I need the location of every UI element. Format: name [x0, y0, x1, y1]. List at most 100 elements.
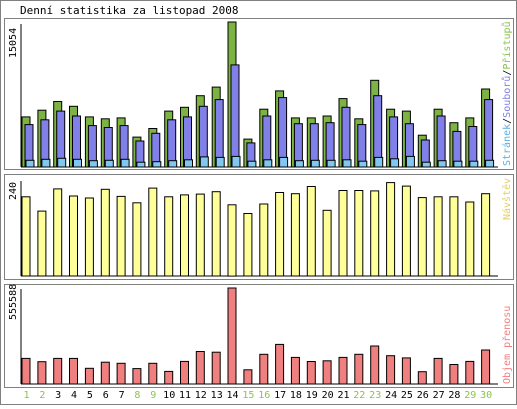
x-label-day-18: 18 [290, 390, 302, 401]
x-label-day-24: 24 [385, 390, 397, 401]
visits-bar-day-26 [417, 197, 427, 277]
pages-bar-day-23 [374, 156, 384, 168]
legend-pages: Stránek [501, 124, 513, 166]
legend-files: Souborů [501, 76, 513, 118]
visits-bar-day-20 [322, 209, 332, 277]
x-label-day-29: 29 [464, 390, 476, 401]
pages-bar-day-24 [390, 158, 400, 168]
pages-bar-day-10 [168, 160, 178, 168]
visits-bar-day-25 [401, 185, 411, 277]
visits-bar-day-4 [69, 195, 78, 277]
x-label-day-8: 8 [134, 390, 140, 401]
x-label-day-6: 6 [103, 390, 109, 401]
kbytes-legend: Objem přenosu [501, 306, 513, 384]
kbytes-bar-day-11 [180, 360, 189, 385]
pages-bar-day-25 [405, 155, 415, 168]
pages-bar-day-15 [247, 160, 257, 168]
pages-bar-day-13 [215, 156, 225, 168]
pages-bar-day-3 [57, 157, 67, 168]
pages-bar-day-1 [25, 159, 35, 168]
files-bar-day-21 [341, 106, 351, 168]
visits-bar-day-24 [386, 182, 396, 277]
visits-bar-day-12 [195, 193, 205, 277]
visits-bar-day-6 [100, 188, 110, 277]
visits-bar-day-9 [148, 187, 158, 277]
files-bar-day-10 [167, 119, 177, 168]
pages-bar-day-20 [326, 159, 336, 168]
kbytes-bar-day-17 [275, 343, 285, 385]
files-bar-day-22 [357, 124, 367, 168]
kbytes-bar-day-6 [100, 361, 110, 385]
x-label-day-7: 7 [119, 390, 125, 401]
chart-title: Denní statistika za listopad 2008 [20, 4, 239, 17]
pages-bar-day-30 [485, 159, 495, 168]
visits-bar-day-11 [180, 194, 189, 277]
pages-bar-day-27 [437, 160, 447, 168]
x-label-day-2: 2 [39, 390, 45, 401]
kbytes-bar-day-8 [132, 368, 142, 385]
kbytes-bar-day-22 [354, 353, 364, 385]
pages-bar-day-14 [231, 155, 241, 168]
bars-layer [21, 21, 495, 385]
kbytes-bar-day-13 [211, 351, 221, 385]
x-label-day-26: 26 [417, 390, 429, 401]
kbytes-bar-day-10 [164, 370, 174, 385]
kbytes-bar-day-20 [322, 360, 332, 385]
pages-bar-day-19 [310, 159, 320, 168]
visits-bar-day-13 [211, 191, 221, 277]
x-label-day-25: 25 [401, 390, 413, 401]
files-bar-day-27 [436, 115, 446, 168]
visits-bar-day-2 [37, 210, 47, 277]
kbytes-bar-day-15 [243, 369, 253, 385]
hits-max-label: 15054 [8, 28, 19, 58]
visits-bar-day-17 [275, 192, 285, 277]
files-bar-day-13 [214, 99, 224, 168]
visits-bar-day-15 [243, 213, 253, 277]
visits-bar-day-30 [481, 193, 491, 277]
visits-bar-day-1 [21, 196, 31, 277]
kbytes-bar-day-19 [306, 361, 316, 385]
kbytes-bar-day-25 [401, 357, 411, 385]
visits-bar-day-18 [290, 193, 300, 277]
kbytes-bar-day-7 [116, 362, 126, 385]
x-label-day-16: 16 [258, 390, 270, 401]
kbytes-bar-day-1 [21, 357, 31, 385]
kbytes-bar-day-2 [37, 361, 47, 385]
legend-separator-1: / [502, 118, 513, 124]
kbytes-bar-day-28 [449, 364, 459, 385]
visits-bar-day-5 [84, 197, 94, 277]
kbytes-max-label: 555588 [8, 284, 19, 320]
pages-bar-day-6 [104, 159, 114, 168]
visits-bar-day-10 [164, 196, 174, 277]
x-label-day-13: 13 [211, 390, 223, 401]
x-label-day-3: 3 [55, 390, 61, 401]
kbytes-bar-day-23 [370, 345, 380, 385]
kbytes-bar-day-24 [386, 355, 396, 385]
visits-legend: Návštěv [501, 178, 513, 220]
legend-separator-2: / [502, 70, 513, 76]
pages-bar-day-8 [136, 161, 146, 168]
pages-bar-day-28 [453, 160, 463, 168]
kbytes-bar-day-21 [338, 356, 348, 385]
x-label-day-11: 11 [179, 390, 191, 401]
files-bar-day-17 [278, 97, 288, 168]
pages-bar-day-2 [41, 158, 51, 168]
pages-bar-day-4 [73, 158, 82, 168]
visits-bar-day-29 [465, 201, 475, 277]
pages-bar-day-11 [184, 159, 193, 168]
kbytes-bar-day-5 [84, 367, 94, 385]
x-label-day-21: 21 [337, 390, 349, 401]
x-label-day-19: 19 [306, 390, 318, 401]
kbytes-bar-day-14 [227, 287, 237, 385]
pages-bar-day-21 [342, 159, 352, 168]
visits-bar-day-19 [306, 186, 316, 277]
x-label-day-4: 4 [71, 390, 77, 401]
kbytes-bar-day-29 [465, 360, 475, 385]
x-label-day-1: 1 [23, 390, 29, 401]
pages-bar-day-16 [263, 159, 273, 168]
kbytes-bar-day-3 [53, 357, 63, 385]
visits-bar-day-14 [227, 204, 237, 277]
visits-bar-day-3 [53, 188, 63, 277]
files-bar-day-30 [484, 99, 494, 168]
